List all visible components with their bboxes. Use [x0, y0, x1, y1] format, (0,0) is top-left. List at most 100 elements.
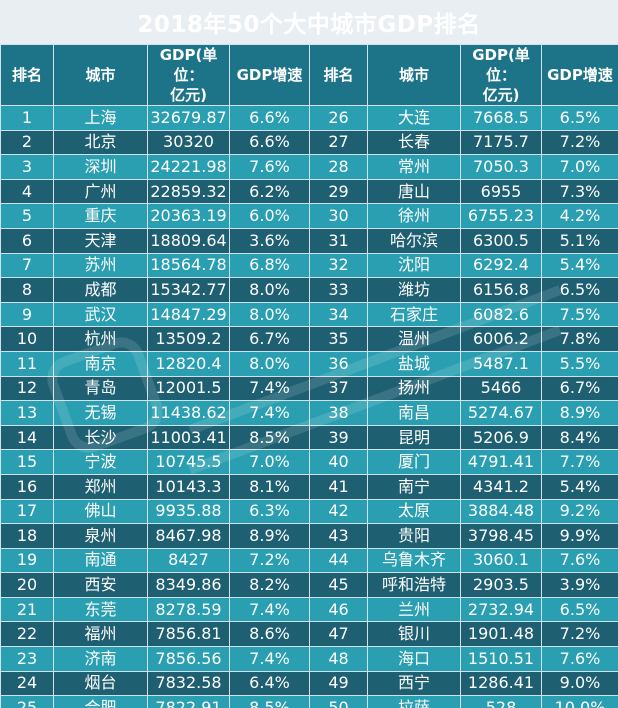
- cell-gdp-left: 30320: [147, 129, 230, 156]
- cell-gdp-right: 6156.8: [460, 277, 542, 303]
- cell-gdp-right: 6082.6: [460, 301, 542, 328]
- cell-rank-right: 30: [309, 203, 368, 229]
- cell-growth-right: 7.3%: [541, 178, 618, 205]
- cell-growth-left: 7.0%: [229, 449, 310, 475]
- cell-growth-right: 7.7%: [541, 449, 618, 475]
- cell-city-right: 哈尔滨: [367, 227, 461, 254]
- cell-rank-left: 20: [0, 572, 54, 598]
- cell-growth-left: 6.7%: [229, 326, 310, 352]
- header-growth-left: GDP增速: [229, 44, 310, 106]
- cell-growth-left: 7.4%: [229, 400, 310, 426]
- cell-growth-right: 8.9%: [541, 400, 618, 426]
- cell-gdp-right: 5487.1: [460, 350, 542, 377]
- table-row: 20 西安 8349.86 8.2% 45 呼和浩特 2903.5 3.9%: [0, 572, 618, 598]
- cell-gdp-right: 6755.23: [460, 203, 542, 229]
- cell-gdp-left: 24221.98: [147, 154, 230, 180]
- cell-gdp-right: 7050.3: [460, 154, 542, 180]
- page-title: 2018年50个大中城市GDP排名: [137, 12, 481, 38]
- header-gdp-right: GDP(单位： 亿元): [460, 44, 542, 106]
- cell-rank-right: 38: [309, 400, 368, 426]
- cell-city-left: 杭州: [53, 326, 148, 352]
- cell-gdp-left: 14847.29: [147, 301, 230, 328]
- cell-growth-right: 7.8%: [541, 326, 618, 352]
- cell-gdp-right: 2732.94: [460, 596, 542, 623]
- cell-city-left: 北京: [53, 129, 148, 156]
- cell-growth-right: 6.5%: [541, 596, 618, 623]
- cell-growth-left: 6.0%: [229, 203, 310, 229]
- cell-city-right: 贵阳: [367, 523, 461, 549]
- cell-city-right: 太原: [367, 498, 461, 525]
- cell-city-left: 南通: [53, 547, 148, 574]
- cell-city-right: 呼和浩特: [367, 572, 461, 598]
- cell-city-left: 天津: [53, 227, 148, 254]
- cell-gdp-right: 6955: [460, 178, 542, 205]
- header-city-left: 城市: [53, 44, 148, 106]
- cell-gdp-left: 8278.59: [147, 596, 230, 623]
- cell-city-right: 沈阳: [367, 252, 461, 279]
- cell-growth-left: 8.0%: [229, 277, 310, 303]
- cell-growth-right: 6.7%: [541, 375, 618, 402]
- cell-rank-right: 27: [309, 129, 368, 156]
- cell-rank-right: 34: [309, 301, 368, 328]
- cell-rank-right: 29: [309, 178, 368, 205]
- cell-gdp-right: 6300.5: [460, 227, 542, 254]
- cell-gdp-right: 5274.67: [460, 400, 542, 426]
- cell-city-right: 唐山: [367, 178, 461, 205]
- cell-gdp-right: 1901.48: [460, 621, 542, 648]
- cell-gdp-left: 9935.88: [147, 498, 230, 525]
- cell-gdp-left: 10745.5: [147, 449, 230, 475]
- cell-growth-left: 3.6%: [229, 227, 310, 254]
- cell-city-left: 西安: [53, 572, 148, 598]
- cell-city-left: 济南: [53, 646, 148, 672]
- cell-growth-left: 6.2%: [229, 178, 310, 205]
- cell-rank-right: 42: [309, 498, 368, 525]
- cell-rank-right: 48: [309, 646, 368, 672]
- cell-city-right: 扬州: [367, 375, 461, 402]
- cell-gdp-left: 12820.4: [147, 350, 230, 377]
- cell-city-left: 郑州: [53, 473, 148, 500]
- cell-gdp-left: 10143.3: [147, 473, 230, 500]
- cell-city-right: 昆明: [367, 424, 461, 451]
- cell-rank-left: 11: [0, 350, 54, 377]
- cell-growth-left: 7.6%: [229, 154, 310, 180]
- cell-gdp-left: 13509.2: [147, 326, 230, 352]
- table-body: 1 上海 32679.87 6.6% 26 大连 7668.5 6.5% 2 北京 30320 6.6…: [0, 105, 618, 708]
- cell-rank-right: 39: [309, 424, 368, 451]
- cell-growth-right: 4.2%: [541, 203, 618, 229]
- cell-growth-left: 6.3%: [229, 498, 310, 525]
- cell-rank-right: 35: [309, 326, 368, 352]
- cell-rank-left: 25: [0, 695, 54, 708]
- cell-rank-left: 17: [0, 498, 54, 525]
- cell-rank-right: 33: [309, 277, 368, 303]
- cell-rank-right: 46: [309, 596, 368, 623]
- gdp-ranking-table: 排名 城市 GDP(单位： 亿元) GDP增速 排名 城市 GDP(单位： 亿元…: [0, 44, 618, 708]
- cell-growth-left: 7.4%: [229, 596, 310, 623]
- cell-city-left: 苏州: [53, 252, 148, 279]
- cell-city-left: 重庆: [53, 203, 148, 229]
- cell-gdp-right: 3884.48: [460, 498, 542, 525]
- cell-rank-left: 22: [0, 621, 54, 648]
- cell-city-left: 青岛: [53, 375, 148, 402]
- cell-rank-left: 14: [0, 424, 54, 451]
- cell-gdp-left: 8467.98: [147, 523, 230, 549]
- cell-rank-right: 40: [309, 449, 368, 475]
- cell-gdp-left: 12001.5: [147, 375, 230, 402]
- table-row: 12 青岛 12001.5 7.4% 37 扬州 5466 6.7%: [0, 375, 618, 402]
- cell-gdp-left: 7856.81: [147, 621, 230, 648]
- cell-rank-right: 32: [309, 252, 368, 279]
- cell-rank-left: 19: [0, 547, 54, 574]
- cell-gdp-left: 7822.91: [147, 695, 230, 708]
- cell-rank-left: 21: [0, 596, 54, 623]
- cell-growth-left: 8.0%: [229, 350, 310, 377]
- cell-gdp-left: 11003.41: [147, 424, 230, 451]
- cell-gdp-left: 8427: [147, 547, 230, 574]
- cell-rank-left: 16: [0, 473, 54, 500]
- cell-city-right: 厦门: [367, 449, 461, 475]
- cell-gdp-left: 7856.56: [147, 646, 230, 672]
- table-header-row: 排名 城市 GDP(单位： 亿元) GDP增速 排名 城市 GDP(单位： 亿元…: [0, 44, 618, 106]
- cell-growth-left: 8.0%: [229, 301, 310, 328]
- cell-city-left: 宁波: [53, 449, 148, 475]
- cell-growth-left: 8.1%: [229, 473, 310, 500]
- cell-city-right: 银川: [367, 621, 461, 648]
- cell-rank-left: 10: [0, 326, 54, 352]
